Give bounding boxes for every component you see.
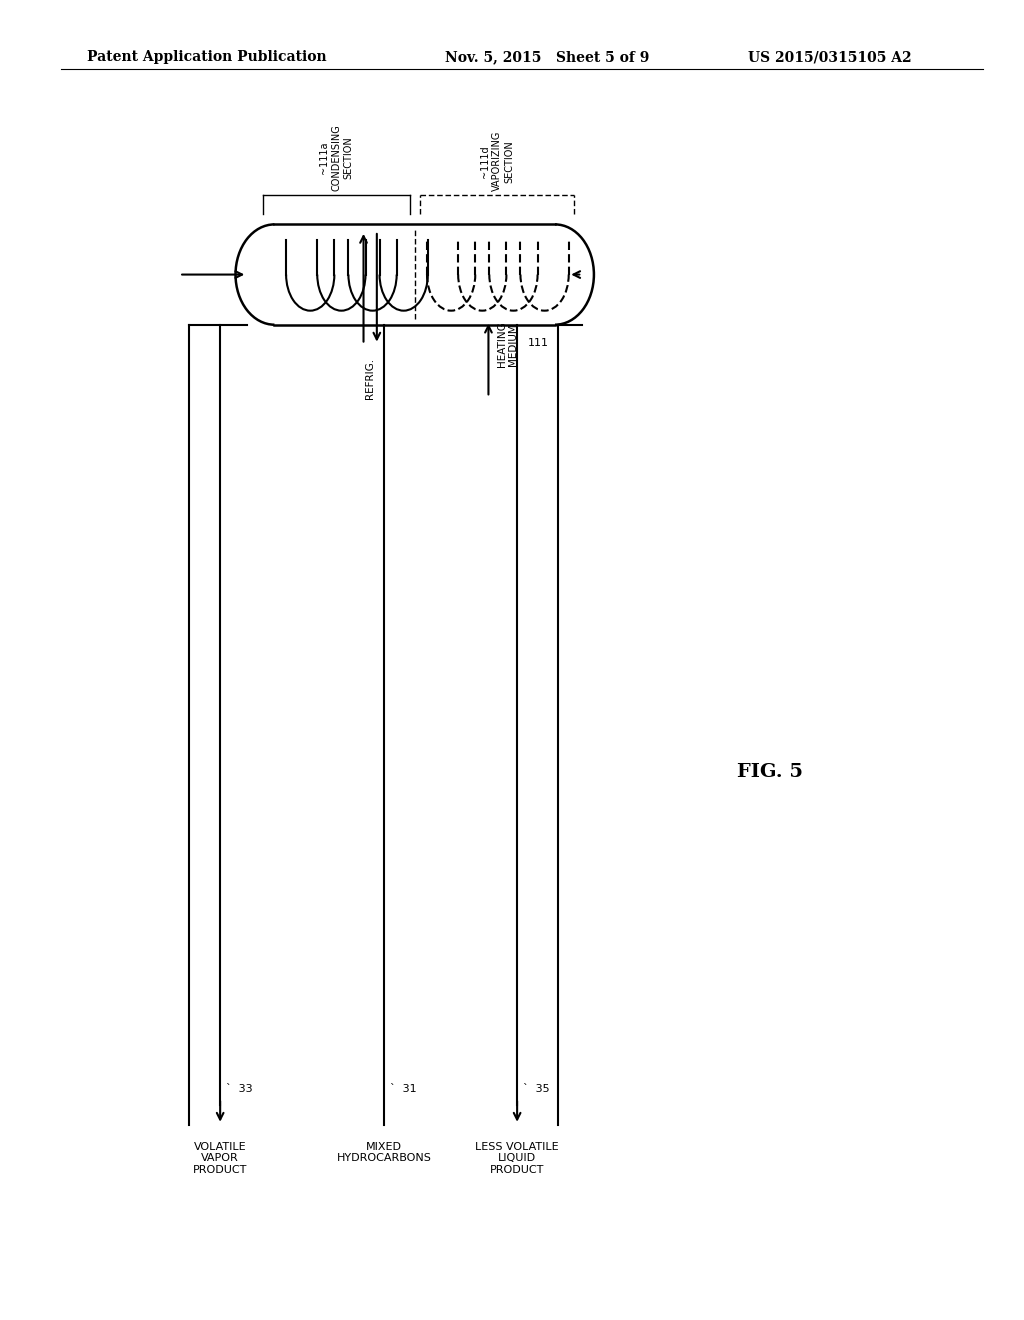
Text: `  35: ` 35 xyxy=(523,1084,550,1094)
Text: `  31: ` 31 xyxy=(390,1084,417,1094)
Text: ~111a
CONDENSING
SECTION: ~111a CONDENSING SECTION xyxy=(318,124,353,191)
Text: FIG. 5: FIG. 5 xyxy=(737,763,803,781)
Text: LESS VOLATILE
LIQUID
PRODUCT: LESS VOLATILE LIQUID PRODUCT xyxy=(475,1142,559,1175)
Text: ~111d
VAPORIZING
SECTION: ~111d VAPORIZING SECTION xyxy=(480,131,514,191)
Text: HEATING
MEDIUM: HEATING MEDIUM xyxy=(497,322,518,367)
Text: `  33: ` 33 xyxy=(226,1084,253,1094)
Text: MIXED
HYDROCARBONS: MIXED HYDROCARBONS xyxy=(337,1142,431,1163)
Text: US 2015/0315105 A2: US 2015/0315105 A2 xyxy=(748,50,911,65)
Text: Nov. 5, 2015   Sheet 5 of 9: Nov. 5, 2015 Sheet 5 of 9 xyxy=(445,50,650,65)
Text: Patent Application Publication: Patent Application Publication xyxy=(87,50,327,65)
Text: REFRIG.: REFRIG. xyxy=(366,358,375,399)
Text: VOLATILE
VAPOR
PRODUCT: VOLATILE VAPOR PRODUCT xyxy=(193,1142,248,1175)
Text: 111: 111 xyxy=(527,338,549,348)
